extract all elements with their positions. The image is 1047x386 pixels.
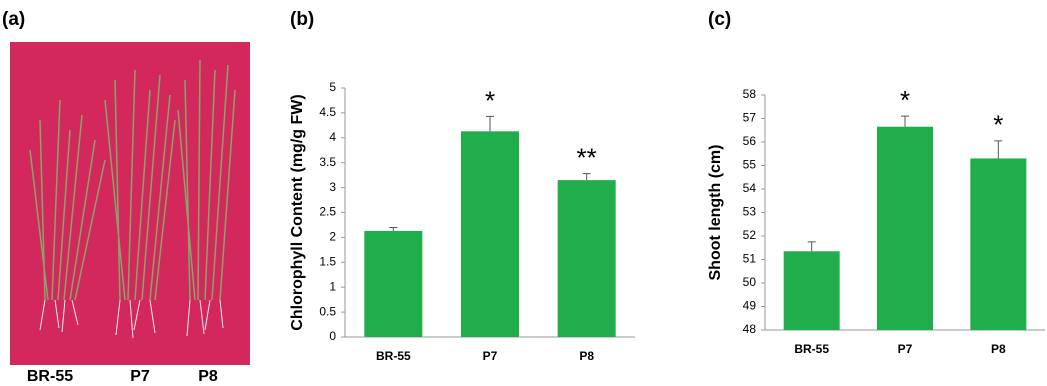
y-tick-label: 4.5 [319, 105, 336, 119]
significance-label: ** [577, 143, 597, 173]
y-tick-label: 3.5 [319, 155, 336, 169]
error-bar [994, 141, 1002, 159]
y-tick-label: 55 [743, 158, 757, 172]
y-tick-label: 1 [329, 279, 336, 293]
y-tick-label: 4 [329, 130, 336, 144]
y-tick-label: 0 [329, 329, 336, 343]
bar [970, 158, 1026, 330]
y-tick-label: 1.5 [319, 254, 336, 268]
y-axis-label: Shoot length (cm) [707, 145, 724, 281]
y-tick-label: 57 [743, 111, 757, 125]
y-tick-label: 51 [743, 252, 757, 266]
error-bar [389, 227, 397, 230]
y-tick-label: 2.5 [319, 205, 336, 219]
bar [558, 180, 616, 337]
error-bar [486, 116, 494, 131]
x-tick-label: BR-55 [794, 342, 829, 356]
y-tick-label: 53 [743, 205, 757, 219]
bar [364, 231, 422, 337]
significance-label: * [993, 110, 1003, 140]
x-tick-label: P8 [579, 349, 594, 363]
figure: (a) BR-55 P7 P8 (b) Chlorophyll Content (… [0, 0, 1047, 386]
y-tick-label: 56 [743, 134, 757, 148]
x-tick-label: BR-55 [376, 349, 411, 363]
y-axis-label: Chlorophyll Content (mg/g FW) [289, 94, 306, 330]
y-tick-label: 3 [329, 180, 336, 194]
y-tick-label: 2 [329, 230, 336, 244]
y-tick-label: 5 [329, 80, 336, 94]
photo-caption: P8 [198, 368, 218, 385]
significance-label: * [900, 85, 910, 115]
y-tick-label: 48 [743, 322, 757, 336]
y-tick-label: 0.5 [319, 304, 336, 318]
x-tick-label: P7 [898, 342, 913, 356]
error-bar [901, 116, 909, 127]
panel-label: (b) [290, 9, 314, 30]
y-tick-label: 50 [743, 275, 757, 289]
photo-caption: BR-55 [27, 368, 73, 385]
significance-label: * [485, 85, 495, 115]
x-tick-label: P8 [991, 342, 1006, 356]
panel-label: (a) [2, 9, 25, 30]
x-tick-label: P7 [483, 349, 498, 363]
y-tick-label: 54 [743, 181, 757, 195]
y-tick-label: 49 [743, 299, 757, 313]
error-bar [808, 242, 816, 251]
panel-label: (c) [708, 9, 731, 30]
y-tick-label: 52 [743, 228, 757, 242]
photo-caption: P7 [130, 368, 150, 385]
y-tick-label: 58 [743, 87, 757, 101]
error-bar [583, 174, 591, 180]
bar [877, 127, 933, 330]
bar [784, 251, 840, 330]
photo [10, 42, 250, 365]
bar [461, 131, 519, 337]
